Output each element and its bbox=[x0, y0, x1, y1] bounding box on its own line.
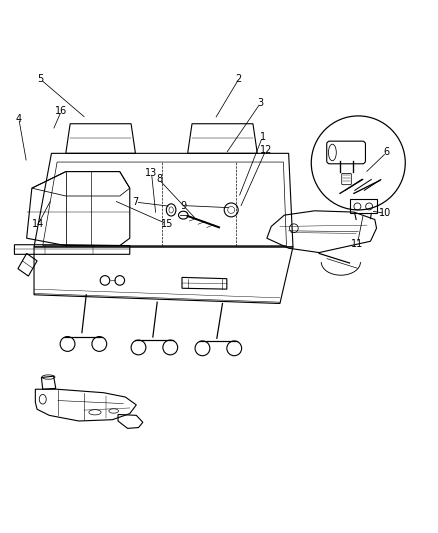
Text: 9: 9 bbox=[180, 200, 187, 211]
Text: 6: 6 bbox=[384, 148, 390, 157]
Text: 7: 7 bbox=[132, 197, 138, 207]
Text: 5: 5 bbox=[37, 75, 44, 84]
Text: 3: 3 bbox=[257, 98, 263, 108]
Text: 12: 12 bbox=[260, 145, 272, 155]
Text: 13: 13 bbox=[145, 168, 158, 179]
Text: 10: 10 bbox=[379, 208, 392, 219]
Text: 11: 11 bbox=[351, 239, 364, 249]
Text: 4: 4 bbox=[16, 114, 22, 124]
Bar bbox=[350, 199, 378, 213]
Text: 1: 1 bbox=[259, 132, 265, 142]
Text: 16: 16 bbox=[55, 106, 67, 116]
Text: 14: 14 bbox=[32, 219, 45, 229]
Text: 2: 2 bbox=[236, 75, 242, 84]
Text: 8: 8 bbox=[156, 174, 162, 184]
Text: 15: 15 bbox=[161, 219, 173, 229]
